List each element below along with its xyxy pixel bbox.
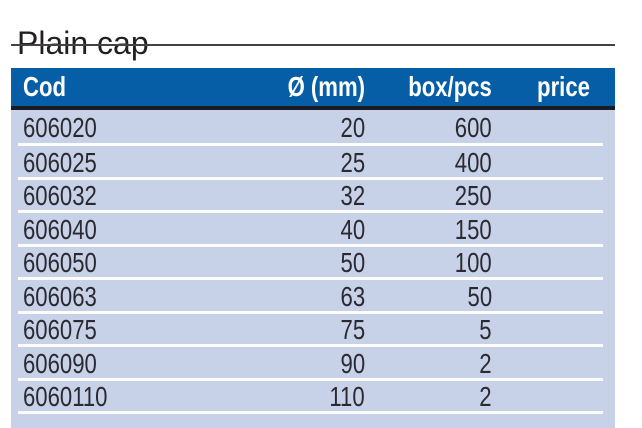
cell-box-text: 2 bbox=[479, 347, 492, 379]
cell-diameter-text: 40 bbox=[340, 213, 365, 245]
cell-box-text: 250 bbox=[455, 180, 492, 212]
cell-diameter-text: 50 bbox=[340, 247, 365, 279]
cell-cod: 606025 bbox=[11, 146, 236, 180]
cell-box: 2 bbox=[365, 381, 492, 415]
table-row: 6060110 110 2 bbox=[11, 381, 615, 415]
cell-diameter: 75 bbox=[236, 314, 365, 348]
cell-cod: 606020 bbox=[11, 110, 236, 146]
cell-box-text: 100 bbox=[455, 247, 492, 279]
cell-box: 600 bbox=[365, 110, 492, 146]
cell-cod: 606063 bbox=[11, 280, 236, 314]
table-row: 606050 50 100 bbox=[11, 247, 615, 281]
cell-box-text: 50 bbox=[467, 280, 492, 312]
cell-price bbox=[492, 347, 615, 381]
cell-box-text: 400 bbox=[455, 146, 492, 178]
cell-box-text: 2 bbox=[479, 381, 492, 413]
table-row: 606040 40 150 bbox=[11, 213, 615, 247]
cell-box: 100 bbox=[365, 247, 492, 281]
column-header-diameter-label: Ø (mm) bbox=[287, 71, 365, 102]
cell-price bbox=[492, 180, 615, 214]
cell-box: 400 bbox=[365, 146, 492, 180]
cell-diameter: 32 bbox=[236, 180, 365, 214]
cell-cod: 606090 bbox=[11, 347, 236, 381]
product-table: Cod Ø (mm) box/pcs price 606020 20 600 6060… bbox=[11, 68, 615, 428]
cell-diameter: 63 bbox=[236, 280, 365, 314]
table-row: 606020 20 600 bbox=[11, 110, 615, 146]
cell-cod: 606075 bbox=[11, 314, 236, 348]
cell-diameter-text: 90 bbox=[340, 347, 365, 379]
cell-box: 5 bbox=[365, 314, 492, 348]
table-row: 606032 32 250 bbox=[11, 180, 615, 214]
column-header-diameter: Ø (mm) bbox=[236, 68, 365, 106]
cell-diameter: 90 bbox=[236, 347, 365, 381]
column-header-box-pcs: box/pcs bbox=[365, 68, 492, 106]
cell-cod: 606040 bbox=[11, 213, 236, 247]
cell-cod-text: 606032 bbox=[23, 180, 97, 212]
cell-diameter: 50 bbox=[236, 247, 365, 281]
cell-cod: 606032 bbox=[11, 180, 236, 214]
cell-cod-text: 606063 bbox=[23, 280, 97, 312]
cell-box: 150 bbox=[365, 213, 492, 247]
column-header-price: price bbox=[492, 68, 615, 106]
cell-cod-text: 606090 bbox=[23, 347, 97, 379]
cell-price bbox=[492, 247, 615, 281]
cell-cod-text: 6060110 bbox=[23, 381, 108, 413]
cell-cod-text: 606020 bbox=[23, 112, 97, 143]
cell-price bbox=[492, 146, 615, 180]
table-row: 606063 63 50 bbox=[11, 280, 615, 314]
cell-diameter: 110 bbox=[236, 381, 365, 415]
cell-diameter-text: 110 bbox=[329, 381, 365, 413]
table-bottom-filler bbox=[11, 414, 615, 428]
table-header-row: Cod Ø (mm) box/pcs price bbox=[11, 68, 615, 110]
title-underline bbox=[11, 44, 615, 46]
table-row: 606090 90 2 bbox=[11, 347, 615, 381]
cell-diameter-text: 25 bbox=[340, 146, 365, 178]
cell-diameter-text: 63 bbox=[340, 280, 365, 312]
cell-box: 2 bbox=[365, 347, 492, 381]
column-header-cod: Cod bbox=[11, 68, 236, 106]
column-header-price-label: price bbox=[537, 71, 590, 102]
table-row: 606025 25 400 bbox=[11, 146, 615, 180]
cell-box: 50 bbox=[365, 280, 492, 314]
cell-diameter-text: 75 bbox=[340, 314, 365, 346]
cell-box-text: 150 bbox=[455, 213, 492, 245]
cell-cod-text: 606025 bbox=[23, 146, 97, 178]
cell-price bbox=[492, 381, 615, 415]
cell-box: 250 bbox=[365, 180, 492, 214]
cell-cod-text: 606050 bbox=[23, 247, 97, 279]
cell-diameter: 20 bbox=[236, 110, 365, 146]
cell-price bbox=[492, 213, 615, 247]
table-row: 606075 75 5 bbox=[11, 314, 615, 348]
cell-price bbox=[492, 110, 615, 146]
cell-cod-text: 606075 bbox=[23, 314, 97, 346]
cell-cod-text: 606040 bbox=[23, 213, 97, 245]
cell-price bbox=[492, 280, 615, 314]
cell-cod: 6060110 bbox=[11, 381, 236, 415]
column-header-box-pcs-label: box/pcs bbox=[408, 71, 492, 102]
cell-box-text: 5 bbox=[479, 314, 492, 346]
table-body: 606020 20 600 606025 25 400 606032 32 250 606040 4… bbox=[11, 110, 615, 414]
cell-box-text: 600 bbox=[455, 112, 492, 143]
cell-diameter: 40 bbox=[236, 213, 365, 247]
page-title: Plain cap bbox=[17, 25, 149, 62]
cell-cod: 606050 bbox=[11, 247, 236, 281]
cell-diameter-text: 20 bbox=[340, 112, 365, 143]
cell-diameter: 25 bbox=[236, 146, 365, 180]
cell-price bbox=[492, 314, 615, 348]
column-header-cod-label: Cod bbox=[23, 71, 67, 102]
cell-diameter-text: 32 bbox=[340, 180, 365, 212]
